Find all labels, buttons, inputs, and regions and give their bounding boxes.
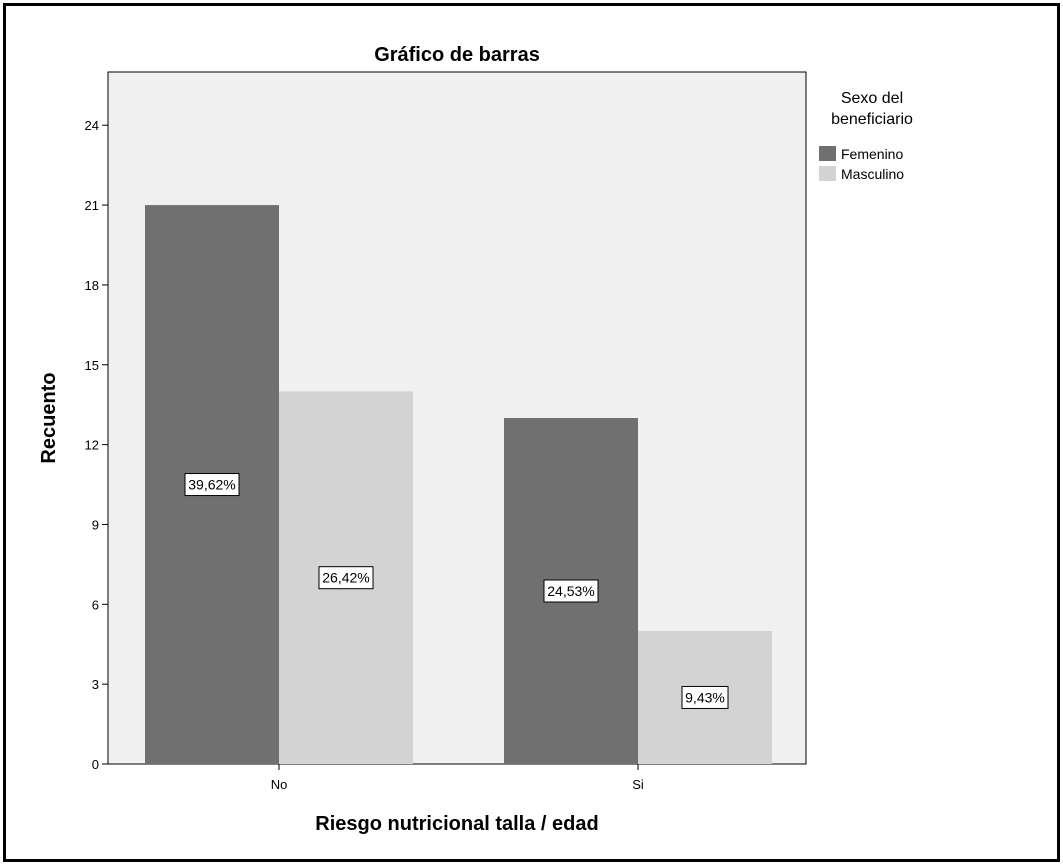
legend-items: Femenino Masculino <box>819 146 904 182</box>
data-labels-group: 39,62% 26,42% 24,53% 9,43% <box>184 473 729 709</box>
legend: Sexo del beneficiario Femenino Masculino <box>819 90 913 182</box>
legend-swatch-femenino <box>819 146 836 161</box>
y-tick-label: 6 <box>92 597 99 612</box>
data-label: 24,53% <box>547 583 594 599</box>
x-tick-label: No <box>271 777 288 792</box>
y-tick-label: 15 <box>85 358 99 373</box>
y-tick-label: 18 <box>85 278 99 293</box>
legend-title-line-1: Sexo del <box>841 90 903 107</box>
x-tick-label: Si <box>632 777 644 792</box>
x-ticks-group: No Si <box>271 764 644 792</box>
data-label: 26,42% <box>322 570 369 586</box>
y-axis-title: Recuento <box>38 372 60 463</box>
legend-label-masculino: Masculino <box>841 166 904 182</box>
legend-title-line-2: beneficiario <box>831 111 913 128</box>
data-label-box <box>318 566 374 590</box>
data-label: 39,62% <box>188 477 235 493</box>
y-tick-label: 9 <box>92 517 99 532</box>
y-tick-label: 12 <box>85 438 99 453</box>
data-label-box <box>681 685 729 709</box>
y-ticks-group: 0 3 6 9 12 15 18 21 24 <box>85 118 108 772</box>
legend-label-femenino: Femenino <box>841 146 903 162</box>
y-tick-label: 3 <box>92 677 99 692</box>
x-axis-title: Riesgo nutricional talla / edad <box>315 813 598 835</box>
data-label-box <box>184 473 240 497</box>
legend-swatch-masculino <box>819 166 836 181</box>
y-tick-label: 0 <box>92 757 99 772</box>
data-label: 9,43% <box>685 689 725 705</box>
chart-title: Gráfico de barras <box>374 44 540 66</box>
data-label-box <box>543 579 599 603</box>
y-tick-label: 24 <box>85 118 99 133</box>
y-tick-label: 21 <box>85 198 99 213</box>
